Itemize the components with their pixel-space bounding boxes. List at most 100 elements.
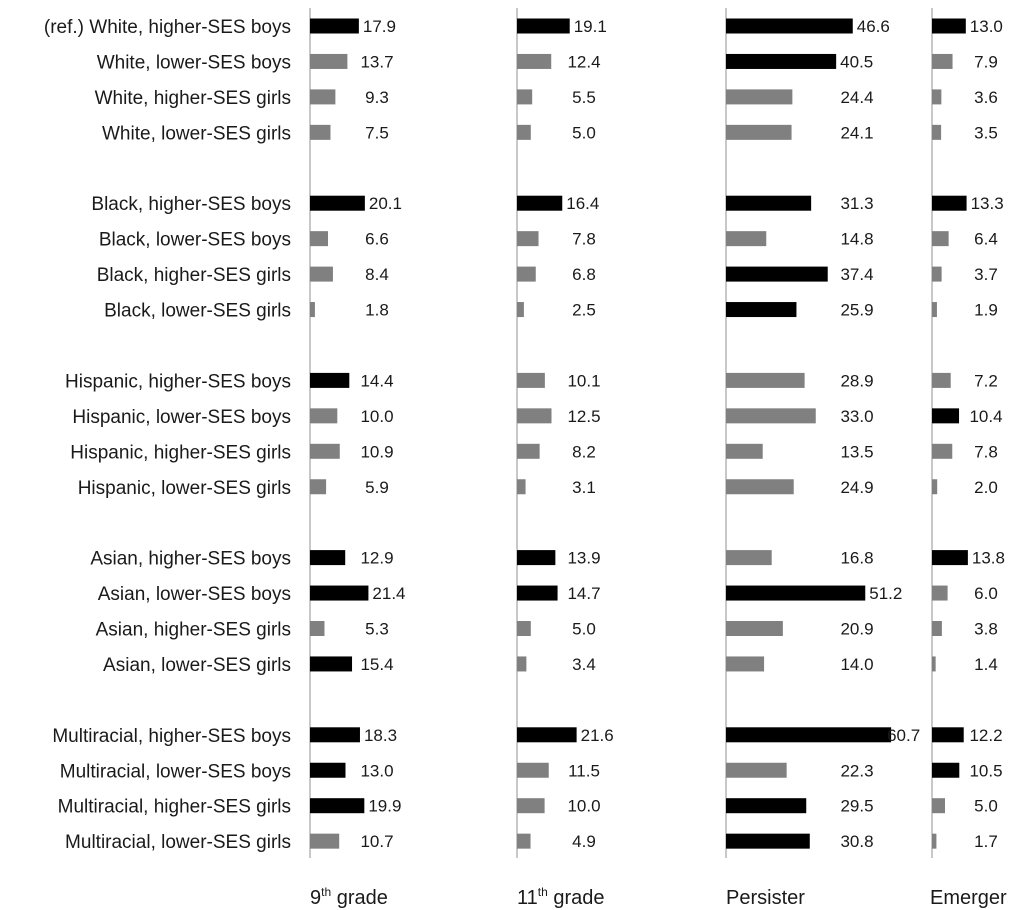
row-label: Multiracial, lower-SES boys xyxy=(60,761,291,782)
panel-label-2: 11th grade xyxy=(517,885,605,909)
value-label: 18.3 xyxy=(364,726,397,745)
value-label: 15.4 xyxy=(360,655,393,674)
row-label: White, higher-SES girls xyxy=(95,88,291,109)
bar-panel-1-row-9 xyxy=(310,372,350,388)
row-label: Asian, lower-SES boys xyxy=(98,584,291,605)
value-label: 5.0 xyxy=(572,123,596,142)
bar-panel-3-row-6 xyxy=(726,231,767,247)
value-label: 2.5 xyxy=(572,301,596,320)
value-label: 31.3 xyxy=(840,194,873,213)
value-label: 37.4 xyxy=(840,265,873,284)
value-label: 10.0 xyxy=(567,797,600,816)
bar-panel-4-row-6 xyxy=(932,231,949,247)
value-label: 1.4 xyxy=(974,655,998,674)
row-label: White, lower-SES boys xyxy=(97,52,291,73)
bar-panel-3-row-16 xyxy=(726,656,765,672)
value-label: 51.2 xyxy=(869,584,902,603)
value-label: 33.0 xyxy=(840,407,873,426)
bar-panel-4-row-2 xyxy=(932,53,953,69)
bar-panel-4-row-15 xyxy=(932,621,942,636)
bar-panel-4-row-14 xyxy=(932,585,948,601)
bar-panel-1-row-14 xyxy=(310,585,369,601)
bar-panel-1-row-11 xyxy=(310,443,340,459)
value-label: 10.9 xyxy=(360,442,393,461)
panel-labels: 9th grade 11th grade Persister Emerger xyxy=(310,885,1007,909)
bar-panel-4-row-11 xyxy=(932,443,953,459)
bar-panel-2-row-16 xyxy=(517,656,527,672)
bar-panel-3-row-15 xyxy=(726,621,783,636)
value-label: 14.8 xyxy=(840,230,873,249)
value-label: 24.9 xyxy=(840,478,873,497)
value-label: 19.1 xyxy=(574,17,607,36)
bar-panel-1-row-17 xyxy=(310,727,360,743)
bar-panel-4-row-1 xyxy=(932,18,966,34)
value-label: 10.0 xyxy=(360,407,393,426)
value-label: 1.8 xyxy=(365,301,389,320)
value-label: 12.4 xyxy=(567,52,600,71)
value-label: 2.0 xyxy=(974,478,998,497)
value-label: 20.9 xyxy=(840,620,873,639)
value-label: 30.8 xyxy=(840,832,873,851)
value-label: 4.9 xyxy=(572,832,596,851)
bar-panel-1-row-19 xyxy=(310,798,365,814)
value-label: 24.4 xyxy=(840,88,873,107)
bar-panel-1-row-12 xyxy=(310,479,327,495)
bar-panel-2-row-17 xyxy=(517,727,577,743)
value-label: 13.9 xyxy=(567,549,600,568)
bar-panel-1-row-15 xyxy=(310,621,325,636)
bar-panel-1-row-5 xyxy=(310,195,365,211)
bar-panel-4-row-20 xyxy=(932,833,937,849)
bar-panel-2-row-20 xyxy=(517,833,531,849)
bar-panel-3-row-11 xyxy=(726,443,763,459)
bar-panel-3-row-14 xyxy=(726,585,866,601)
value-label: 3.6 xyxy=(974,88,998,107)
bars xyxy=(310,18,968,849)
bar-panel-4-row-17 xyxy=(932,727,964,743)
bar-panel-2-row-7 xyxy=(517,266,536,282)
value-label: 5.3 xyxy=(365,620,389,639)
bar-panel-2-row-13 xyxy=(517,550,556,566)
row-label: Black, higher-SES girls xyxy=(97,265,291,286)
panel-label-4: Emerger xyxy=(930,887,1007,909)
value-label: 21.4 xyxy=(372,584,405,603)
bar-panel-1-row-7 xyxy=(310,266,333,282)
row-label: Hispanic, lower-SES girls xyxy=(78,478,291,499)
value-label: 3.1 xyxy=(572,478,596,497)
row-label: Black, higher-SES boys xyxy=(91,194,291,215)
bar-panel-1-row-13 xyxy=(310,550,346,566)
bar-panel-1-row-3 xyxy=(310,89,336,105)
value-label: 13.3 xyxy=(971,194,1004,213)
value-label: 16.4 xyxy=(566,194,599,213)
value-label: 21.6 xyxy=(581,726,614,745)
value-label: 8.2 xyxy=(572,442,596,461)
value-label: 22.3 xyxy=(840,761,873,780)
value-label: 12.9 xyxy=(360,549,393,568)
bar-panel-2-row-9 xyxy=(517,372,545,388)
value-label: 1.7 xyxy=(974,832,998,851)
bar-panel-4-row-5 xyxy=(932,195,967,211)
value-label: 14.0 xyxy=(840,655,873,674)
value-label: 5.0 xyxy=(572,620,596,639)
value-label: 13.8 xyxy=(972,549,1005,568)
bar-panel-2-row-6 xyxy=(517,231,539,247)
row-label: White, lower-SES girls xyxy=(102,123,291,144)
bar-panel-1-row-1 xyxy=(310,18,359,34)
value-label: 5.5 xyxy=(572,88,596,107)
bar-panel-2-row-2 xyxy=(517,53,552,69)
row-label: Asian, higher-SES girls xyxy=(96,620,291,641)
bar-panel-3-row-2 xyxy=(726,53,837,69)
bar-panel-4-row-12 xyxy=(932,479,938,495)
value-label: 40.5 xyxy=(840,52,873,71)
row-label: Hispanic, higher-SES boys xyxy=(65,371,291,392)
bar-panel-3-row-4 xyxy=(726,124,792,140)
bar-panel-3-row-10 xyxy=(726,408,816,424)
bar-panel-4-row-4 xyxy=(932,124,942,140)
row-label: Black, lower-SES boys xyxy=(99,230,291,251)
panel-label-3: Persister xyxy=(726,887,805,909)
row-label: Multiracial, higher-SES girls xyxy=(58,797,291,818)
panel-axes xyxy=(309,8,933,858)
row-label: Hispanic, higher-SES girls xyxy=(70,442,291,463)
bar-panel-4-row-10 xyxy=(932,408,960,424)
bar-panel-1-row-8 xyxy=(310,302,315,318)
